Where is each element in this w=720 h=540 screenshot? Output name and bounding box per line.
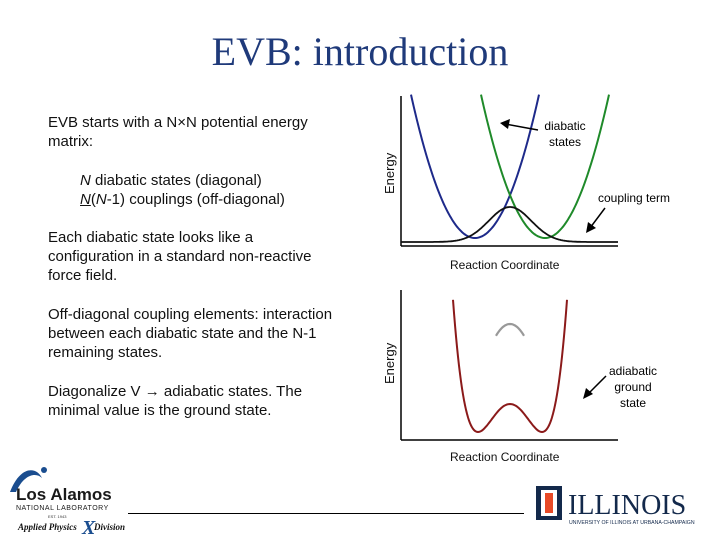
lanl-division-x: X bbox=[81, 517, 96, 538]
label-coupling-term: coupling term bbox=[598, 191, 671, 205]
n-symbol: N bbox=[95, 191, 107, 208]
lanl-subtitle: NATIONAL LABORATORY bbox=[16, 505, 109, 512]
label-adiabatic-ground: adiabatic ground state bbox=[608, 364, 658, 410]
illinois-subtitle: UNIVERSITY OF ILLINOIS AT URBANA-CHAMPAI… bbox=[569, 520, 695, 526]
sub-couplings: N(N-1) couplings (off-diagonal) bbox=[80, 190, 350, 209]
paragraph-diabatic: Each diabatic state looks like a configu… bbox=[48, 229, 312, 284]
illinois-name: ILLINOIS bbox=[568, 490, 686, 521]
lanl-division-b: Division bbox=[93, 522, 125, 532]
paragraph-coupling: Off-diagonal coupling elements: interact… bbox=[48, 306, 333, 361]
sub-diabatic-text: diabatic states (diagonal) bbox=[90, 172, 262, 189]
coupling-curve bbox=[401, 206, 618, 243]
arrow-coupling-head bbox=[586, 222, 596, 233]
bottom-energy-label: Energy bbox=[382, 342, 397, 384]
lanl-dot-icon bbox=[41, 467, 47, 473]
top-energy-label: Energy bbox=[382, 152, 397, 194]
paragraph-matrix: EVB starts with a N×N potential energy m… bbox=[48, 113, 348, 151]
label-diabatic-states: diabatic states bbox=[544, 119, 586, 149]
footer-divider bbox=[128, 513, 524, 514]
sub-couplings-text: -1) couplings (off-diagonal) bbox=[106, 191, 285, 208]
diabatic-curve-right bbox=[480, 94, 610, 239]
paragraph-matrix-text: EVB starts with a N×N potential energy m… bbox=[48, 114, 308, 150]
top-xlabel: Reaction Coordinate bbox=[450, 258, 560, 272]
slide-title: EVB: introduction bbox=[211, 29, 509, 74]
sub-diabatic-states: N diabatic states (diagonal) bbox=[80, 171, 350, 190]
lanl-swoosh-icon bbox=[10, 470, 42, 492]
bottom-xlabel: Reaction Coordinate bbox=[450, 450, 560, 464]
paren: ( bbox=[90, 191, 96, 208]
illinois-logo: ILLINOIS UNIVERSITY OF ILLINOIS AT URBAN… bbox=[536, 486, 695, 526]
arrow-diabatic-head bbox=[500, 119, 510, 129]
illinois-block-i-stem bbox=[545, 493, 553, 513]
top-figure bbox=[400, 94, 618, 247]
lanl-est: EST. 1943 bbox=[48, 514, 67, 519]
bottom-figure bbox=[400, 290, 618, 441]
arrow-coupling bbox=[589, 207, 606, 229]
arrow-adiabatic-head bbox=[583, 388, 593, 399]
diabatic-curve-left bbox=[410, 94, 540, 239]
lanl-name: Los Alamos bbox=[16, 485, 112, 504]
excited-state-curve bbox=[495, 322, 525, 337]
n-symbol: N bbox=[80, 191, 91, 208]
n-symbol: N bbox=[80, 172, 91, 189]
paragraph-diagonalize: Diagonalize V → adiabatic states. The mi… bbox=[48, 383, 303, 419]
arrow-adiabatic bbox=[587, 375, 607, 395]
lanl-division-a: Applied Physics bbox=[17, 522, 77, 532]
arrow-diabatic bbox=[504, 123, 539, 131]
lanl-logo: Los Alamos NATIONAL LABORATORY EST. 1943… bbox=[10, 467, 125, 538]
adiabatic-ground-curve bbox=[452, 299, 568, 434]
